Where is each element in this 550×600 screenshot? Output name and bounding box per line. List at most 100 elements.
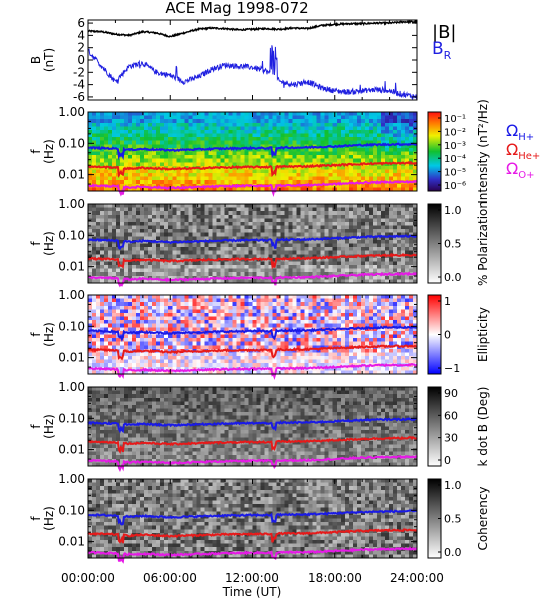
heatmap-cell (224, 316, 230, 321)
heatmap-cell (128, 356, 133, 361)
heatmap-cell (232, 155, 238, 160)
heatmap-cell (196, 236, 201, 241)
heatmap-cell (156, 225, 161, 230)
heatmap-cell (192, 295, 197, 300)
heatmap-cell (156, 265, 161, 270)
heatmap-cell (96, 323, 101, 328)
heatmap-cell (264, 345, 270, 350)
heatmap-cell (288, 272, 294, 277)
heatmap-cell (308, 225, 314, 230)
heatmap-cell (152, 279, 157, 284)
heatmap-cell (280, 165, 286, 171)
heatmap-cell (128, 221, 133, 227)
heatmap-cell (224, 341, 230, 346)
heatmap-cell (268, 370, 274, 375)
heatmap-cell (292, 187, 298, 192)
heatmap-cell (236, 137, 242, 142)
heatmap-cell (368, 247, 374, 252)
heatmap-cell (104, 129, 109, 135)
heatmap-cell (196, 268, 201, 273)
heatmap-cell (320, 155, 326, 160)
heatmap-cell (172, 272, 177, 277)
heatmap-cell (320, 257, 326, 263)
heatmap-cell (152, 254, 157, 259)
heatmap-cell (192, 236, 197, 241)
heatmap-cell (192, 126, 197, 131)
heatmap-cell (228, 133, 234, 138)
heatmap-cell (340, 115, 346, 120)
heatmap-cell (316, 232, 322, 237)
heatmap-cell (284, 334, 290, 339)
heatmap-cell (136, 126, 141, 131)
heatmap-cell (152, 247, 157, 252)
heatmap-cell (292, 218, 298, 223)
heatmap-cell (104, 229, 109, 234)
heatmap-cell (108, 211, 113, 216)
heatmap-cell (112, 330, 117, 336)
heatmap-cell (200, 320, 205, 325)
heatmap-cell (120, 323, 125, 328)
heatmap-cell (324, 119, 330, 124)
heatmap-cell (332, 272, 338, 277)
heatmap-cell (132, 183, 137, 189)
heatmap-cell (112, 158, 117, 163)
heatmap-cell (88, 187, 93, 192)
heatmap-cell (380, 155, 386, 160)
heatmap-cell (184, 275, 189, 281)
heatmap-cell (396, 236, 402, 241)
gyro-legend-sub: H+ (518, 132, 534, 143)
heatmap-cell (280, 312, 286, 318)
heatmap-cell (264, 327, 270, 332)
heatmap-cell (168, 119, 173, 124)
heatmap-cell (232, 225, 238, 230)
heatmap-cell (328, 155, 334, 160)
heatmap-cell (372, 176, 378, 181)
heatmap-cell (272, 341, 278, 346)
heatmap-cell (212, 302, 217, 307)
heatmap-cell (120, 221, 125, 227)
heatmap-cell (168, 211, 173, 216)
heatmap-cell (376, 155, 382, 160)
heatmap-cell (380, 126, 386, 131)
heatmap-cell (368, 133, 374, 138)
heatmap-cell (132, 158, 137, 163)
heatmap-cell (268, 140, 274, 145)
heatmap-cell (324, 229, 330, 234)
heatmap-cell (160, 140, 165, 145)
heatmap-cell (396, 261, 402, 266)
heatmap-cell (308, 180, 314, 185)
heatmap-cell (156, 204, 161, 209)
heatmap-cell (176, 370, 181, 375)
heatmap-cell (188, 236, 193, 241)
heatmap-cell (192, 247, 197, 252)
heatmap-cell (156, 320, 161, 325)
heatmap-cell (152, 272, 157, 277)
heatmap-cell (412, 133, 418, 138)
heatmap-cell (140, 119, 145, 124)
heatmap-cell (196, 334, 201, 339)
heatmap-cell (292, 356, 298, 361)
heatmap-cell (364, 239, 370, 245)
heatmap-cell (380, 221, 386, 227)
heatmap-cell (156, 305, 161, 310)
heatmap-cell (320, 232, 326, 237)
heatmap-cell (176, 265, 181, 270)
heatmap-cell (200, 204, 205, 209)
heatmap-cell (252, 312, 258, 318)
heatmap-cell (328, 257, 334, 263)
heatmap-cell (212, 239, 217, 245)
heatmap-cell (312, 257, 318, 263)
heatmap-cell (128, 187, 133, 192)
heatmap-cell (344, 229, 350, 234)
heatmap-cell (348, 122, 354, 127)
heatmap-cell (124, 218, 129, 223)
heatmap-cell (164, 144, 169, 149)
heatmap-cell (128, 229, 133, 234)
heatmap-cell (264, 126, 270, 131)
heatmap-cell (108, 158, 113, 163)
heatmap-cell (104, 176, 109, 181)
heatmap-cell (404, 176, 410, 181)
heatmap-cell (404, 232, 410, 237)
heatmap-cell (232, 302, 238, 307)
heatmap-cell (232, 298, 238, 303)
